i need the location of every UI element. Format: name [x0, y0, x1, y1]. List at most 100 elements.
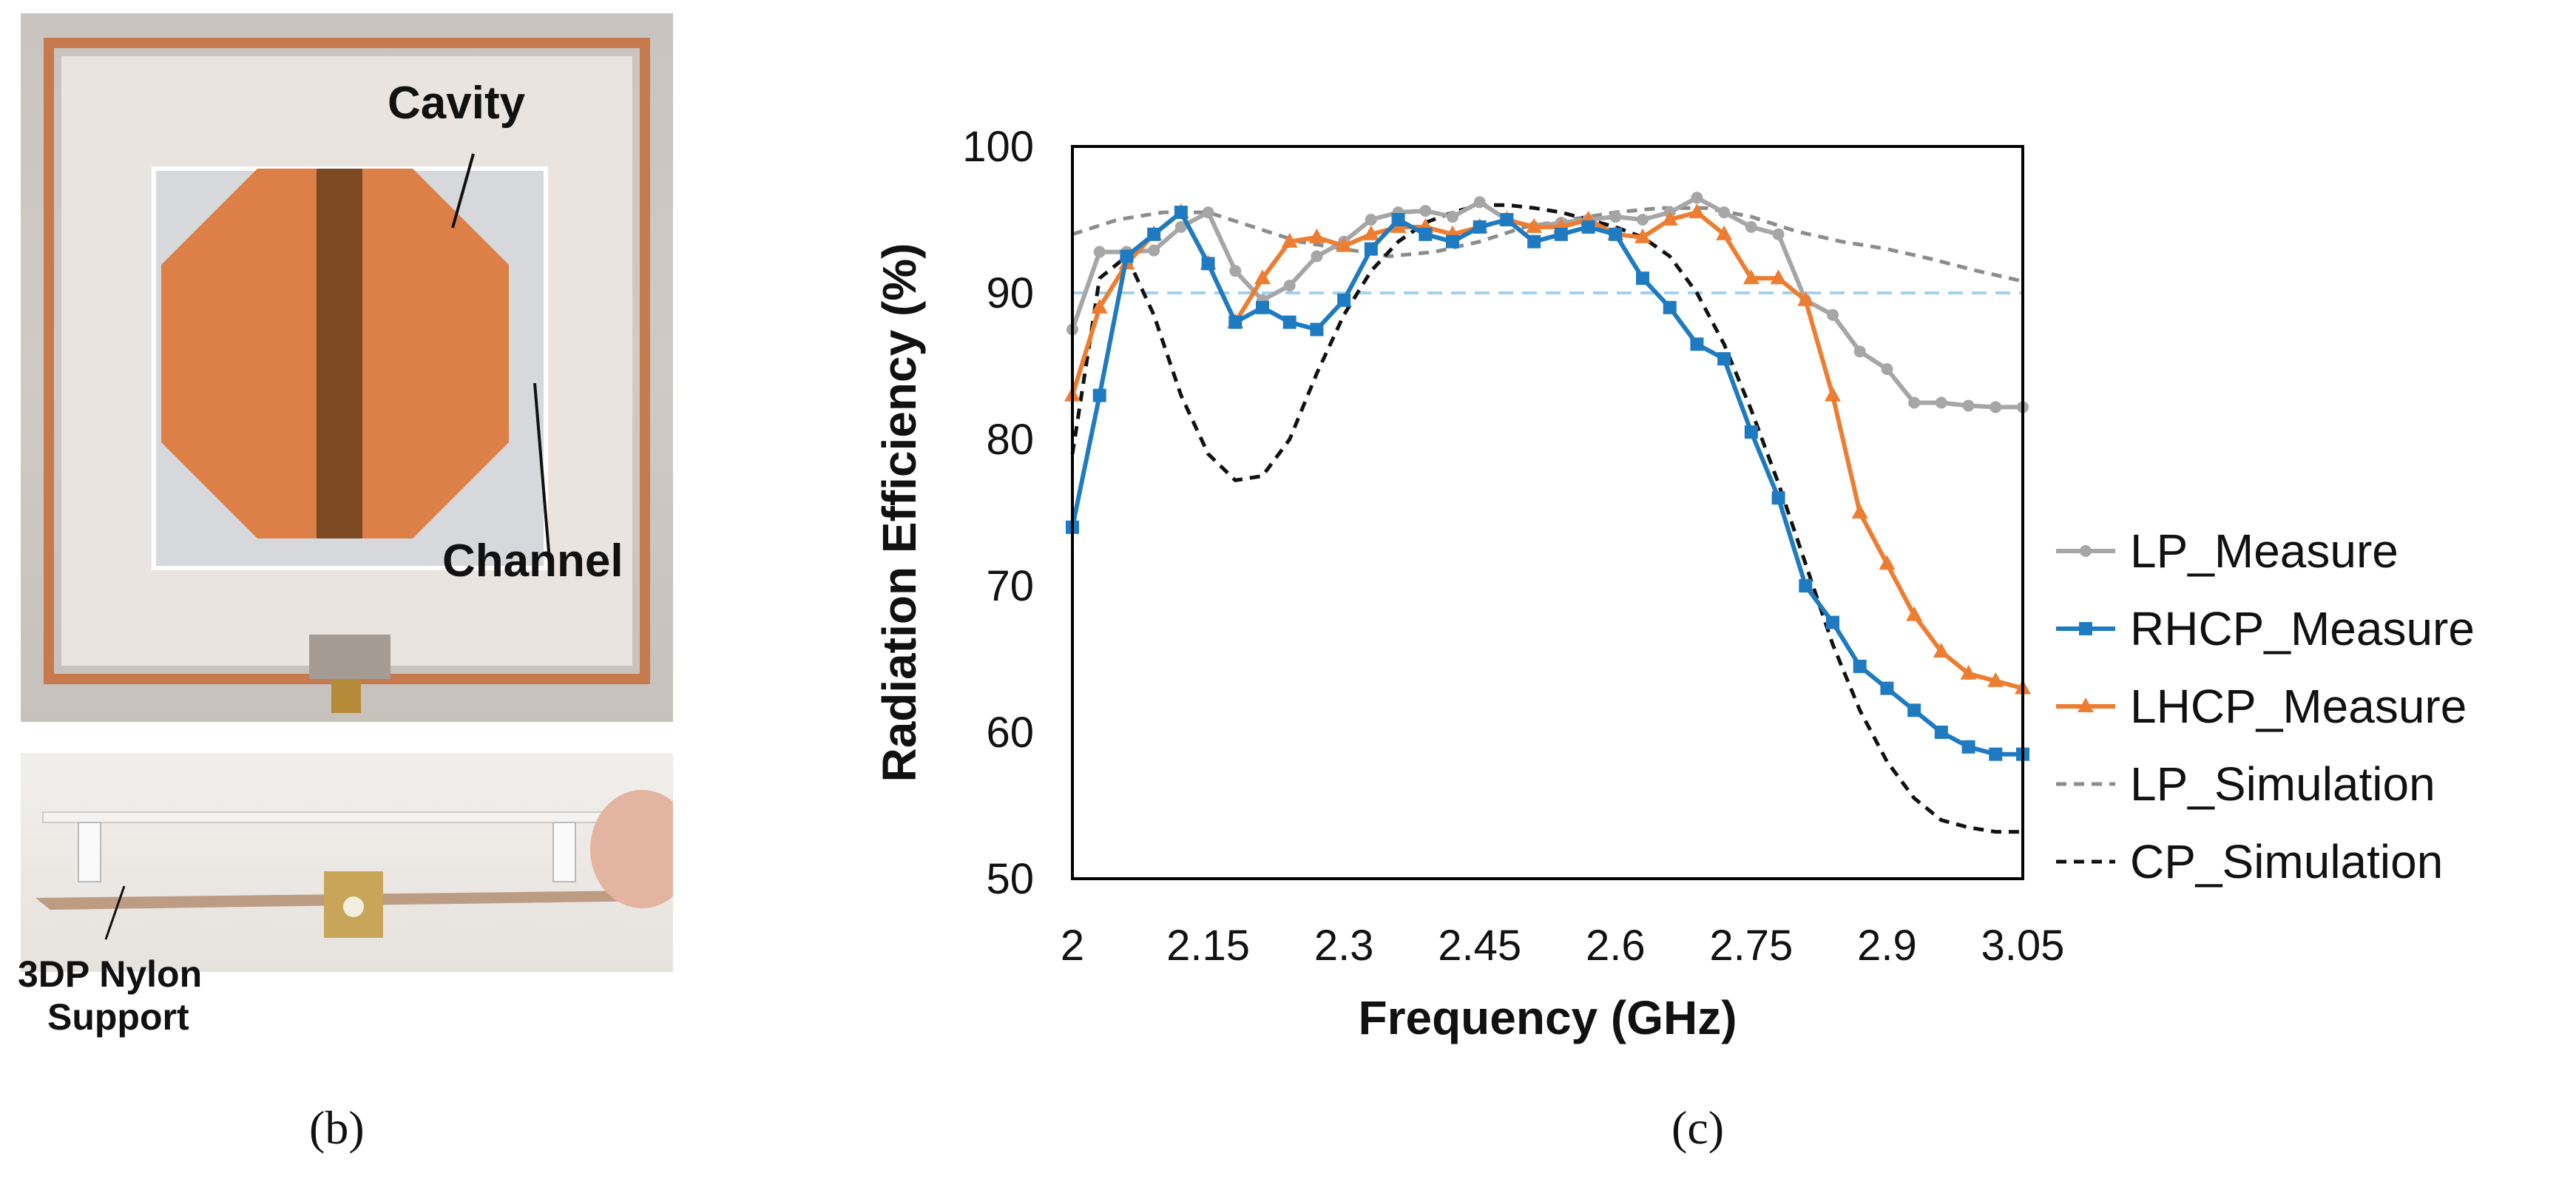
y-tick-label: 50 [986, 855, 1034, 903]
data-point-lp-measure [1772, 228, 1785, 240]
data-point-lhcp-measure [1362, 225, 1379, 240]
data-point-lp-measure [1229, 265, 1242, 277]
data-point-rhcp-measure [1880, 681, 1894, 695]
antenna-top-illustration [44, 38, 650, 713]
data-point-rhcp-measure [1826, 615, 1839, 629]
series-cp-simulation [1070, 203, 2023, 834]
support-label-line2: Support [47, 996, 189, 1038]
y-tick-label: 70 [986, 562, 1034, 610]
x-tick-label: 2.3 [1314, 922, 1374, 970]
data-point-rhcp-measure [1364, 242, 1378, 256]
data-point-lp-measure [1283, 280, 1296, 292]
y-axis-title: Radiation Efficiency (%) [873, 243, 926, 783]
data-point-rhcp-measure [1989, 747, 2003, 761]
data-point-lhcp-measure [1254, 269, 1271, 285]
support-label: 3DP Nylon Support [18, 953, 202, 1038]
data-point-lp-measure [1990, 401, 2002, 413]
antenna-side-illustration [36, 790, 694, 940]
data-point-rhcp-measure [1310, 322, 1324, 337]
data-point-lhcp-measure [1634, 228, 1651, 243]
sma-pin [331, 679, 361, 713]
data-point-lp-measure [1637, 214, 1649, 226]
data-point-lp-measure [1718, 206, 1731, 219]
data-point-rhcp-measure [1961, 740, 1975, 754]
legend-item-rhcp-measure: RHCP_Measure [2056, 602, 2475, 655]
caption-b: (b) [309, 1101, 365, 1154]
data-point-lp-measure [1202, 206, 1214, 219]
y-tick-label: 100 [962, 123, 1034, 171]
data-point-lp-measure [1174, 220, 1187, 233]
data-point-lhcp-measure [1825, 386, 1841, 402]
legend-label-lp-measure: LP_Measure [2130, 524, 2398, 578]
data-point-lp-measure [1311, 250, 1323, 263]
data-point-lhcp-measure [1661, 211, 1678, 226]
series-rhcp-measure [1066, 206, 2029, 761]
cavity-label: Cavity [388, 78, 526, 129]
hand [590, 790, 694, 908]
data-point-rhcp-measure [1500, 213, 1514, 226]
data-point-rhcp-measure [1391, 213, 1405, 226]
antenna-top-photo: Cavity Channel [21, 13, 673, 722]
legend-item-cp-simulation: CP_Simulation [2056, 835, 2443, 888]
data-point-rhcp-measure [1120, 249, 1134, 263]
data-point-lhcp-measure [1742, 269, 1759, 285]
series-line-cp-simulation [1070, 203, 2023, 834]
data-point-rhcp-measure [1527, 234, 1541, 249]
caption-c: (c) [1671, 1101, 1725, 1154]
x-tick-label: 2 [1061, 922, 1084, 970]
data-point-rhcp-measure [1690, 337, 1704, 351]
channel-pointer [533, 382, 551, 561]
data-point-lhcp-measure [1336, 237, 1353, 252]
data-point-lp-measure [1447, 211, 1458, 223]
data-point-rhcp-measure [1147, 227, 1161, 241]
legend-marker-rhcp-measure [2079, 622, 2092, 635]
data-point-lp-measure [1691, 192, 1703, 204]
data-point-lp-measure [1473, 196, 1486, 209]
data-point-rhcp-measure [1554, 227, 1568, 241]
series-lp-simulation [1072, 206, 2024, 283]
data-point-lp-measure [1745, 220, 1757, 233]
legend-item-lp-simulation: LP_Simulation [2056, 757, 2435, 811]
data-point-rhcp-measure [1174, 206, 1188, 220]
x-axis-title: Frequency (GHz) [1358, 991, 1737, 1044]
data-point-lhcp-measure [1770, 269, 1787, 285]
data-point-rhcp-measure [1609, 227, 1623, 241]
data-point-lhcp-measure [1797, 291, 1814, 306]
data-point-rhcp-measure [1907, 703, 1921, 717]
legend-item-lhcp-measure: LHCP_Measure [2056, 680, 2467, 733]
connector-pin [343, 896, 364, 917]
data-point-rhcp-measure [1934, 726, 1948, 739]
series-line-lhcp-measure [1070, 210, 2024, 691]
nylon-support-right [552, 822, 576, 882]
data-point-lhcp-measure [1281, 232, 1298, 248]
data-point-rhcp-measure [1853, 659, 1867, 673]
data-point-rhcp-measure [1201, 257, 1215, 271]
data-point-lhcp-measure [1906, 606, 1923, 621]
data-point-rhcp-measure [1663, 300, 1677, 314]
legend-label-rhcp-measure: RHCP_Measure [2130, 602, 2475, 655]
data-point-lp-measure [1419, 205, 1432, 217]
series-line-lp-simulation [1072, 206, 2024, 283]
channel-label: Channel [442, 536, 623, 587]
support-label-line1: 3DP Nylon [18, 953, 203, 995]
data-point-lp-measure [1609, 211, 1622, 223]
x-tick-label: 2.45 [1438, 922, 1521, 970]
center-strip [317, 169, 362, 538]
data-point-rhcp-measure [1636, 271, 1649, 286]
data-point-lp-measure [1093, 246, 1106, 258]
cavity-pointer [451, 153, 475, 229]
data-point-rhcp-measure [1446, 234, 1459, 249]
data-point-rhcp-measure [1092, 388, 1106, 402]
legend-label-cp-simulation: CP_Simulation [2130, 835, 2443, 888]
data-point-lp-measure [1908, 396, 1921, 409]
plot-area-frame [1071, 145, 2024, 880]
data-point-lhcp-measure [1716, 225, 1733, 240]
data-point-rhcp-measure [1228, 315, 1243, 329]
x-tick-label: 3.05 [1981, 922, 2065, 970]
data-point-lhcp-measure [1688, 203, 1705, 219]
legend-marker-lhcp-measure [2078, 697, 2094, 712]
data-point-lp-measure [1881, 362, 1893, 375]
data-point-lp-measure [1962, 399, 1975, 412]
x-tick-label: 2.9 [1857, 922, 1917, 970]
